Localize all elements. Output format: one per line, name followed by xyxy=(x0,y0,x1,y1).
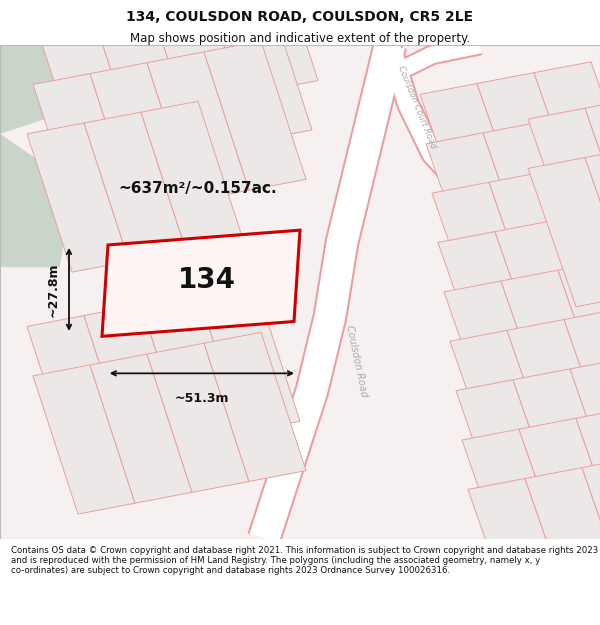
Polygon shape xyxy=(39,24,141,173)
Polygon shape xyxy=(540,111,600,260)
Text: ~637m²/~0.157ac.: ~637m²/~0.157ac. xyxy=(119,181,277,196)
Polygon shape xyxy=(528,108,600,258)
Polygon shape xyxy=(90,354,192,503)
Polygon shape xyxy=(204,41,306,190)
Polygon shape xyxy=(585,98,600,246)
Polygon shape xyxy=(444,281,549,430)
Polygon shape xyxy=(546,161,600,309)
Polygon shape xyxy=(426,133,531,282)
Polygon shape xyxy=(159,0,261,102)
Polygon shape xyxy=(438,232,543,381)
Polygon shape xyxy=(96,13,198,162)
Text: 134: 134 xyxy=(178,266,236,294)
Text: Map shows position and indicative extent of the property.: Map shows position and indicative extent… xyxy=(130,32,470,46)
Polygon shape xyxy=(501,270,600,419)
Polygon shape xyxy=(507,319,600,469)
Polygon shape xyxy=(513,369,600,518)
Polygon shape xyxy=(33,74,135,222)
Polygon shape xyxy=(456,380,561,529)
Polygon shape xyxy=(468,479,573,625)
Polygon shape xyxy=(141,101,243,251)
Polygon shape xyxy=(462,429,567,578)
Polygon shape xyxy=(141,294,243,443)
Text: ~51.3m: ~51.3m xyxy=(175,392,229,405)
Polygon shape xyxy=(558,259,600,408)
Polygon shape xyxy=(552,210,600,359)
Polygon shape xyxy=(525,468,600,617)
Polygon shape xyxy=(198,283,300,432)
Polygon shape xyxy=(102,230,300,336)
Polygon shape xyxy=(33,365,135,514)
Polygon shape xyxy=(204,332,306,481)
Polygon shape xyxy=(27,123,129,272)
Text: Contains OS data © Crown copyright and database right 2021. This information is : Contains OS data © Crown copyright and d… xyxy=(11,546,598,576)
Polygon shape xyxy=(420,84,525,232)
Polygon shape xyxy=(84,112,186,261)
Polygon shape xyxy=(489,171,594,321)
Polygon shape xyxy=(582,457,600,606)
Text: Coulsdon Court Road: Coulsdon Court Road xyxy=(396,64,438,149)
Polygon shape xyxy=(564,309,600,458)
Polygon shape xyxy=(495,221,600,370)
Polygon shape xyxy=(450,331,555,479)
Polygon shape xyxy=(432,182,537,331)
Polygon shape xyxy=(0,134,72,268)
Text: Coulsdon Road: Coulsdon Road xyxy=(344,324,370,398)
Polygon shape xyxy=(153,2,255,152)
Polygon shape xyxy=(576,408,600,556)
Polygon shape xyxy=(534,62,600,211)
Polygon shape xyxy=(528,158,600,307)
Polygon shape xyxy=(210,0,312,141)
Polygon shape xyxy=(519,418,600,568)
Polygon shape xyxy=(147,343,249,492)
Polygon shape xyxy=(102,0,204,113)
Polygon shape xyxy=(0,45,90,134)
Polygon shape xyxy=(45,0,147,124)
Text: 134, COULSDON ROAD, COULSDON, CR5 2LE: 134, COULSDON ROAD, COULSDON, CR5 2LE xyxy=(127,10,473,24)
Polygon shape xyxy=(90,62,192,212)
Polygon shape xyxy=(585,147,600,296)
Polygon shape xyxy=(570,358,600,507)
Polygon shape xyxy=(216,0,318,91)
Polygon shape xyxy=(483,122,588,271)
Text: ~27.8m: ~27.8m xyxy=(47,262,60,317)
Polygon shape xyxy=(477,72,582,222)
Polygon shape xyxy=(84,305,186,454)
Polygon shape xyxy=(27,316,129,465)
Polygon shape xyxy=(147,52,249,201)
